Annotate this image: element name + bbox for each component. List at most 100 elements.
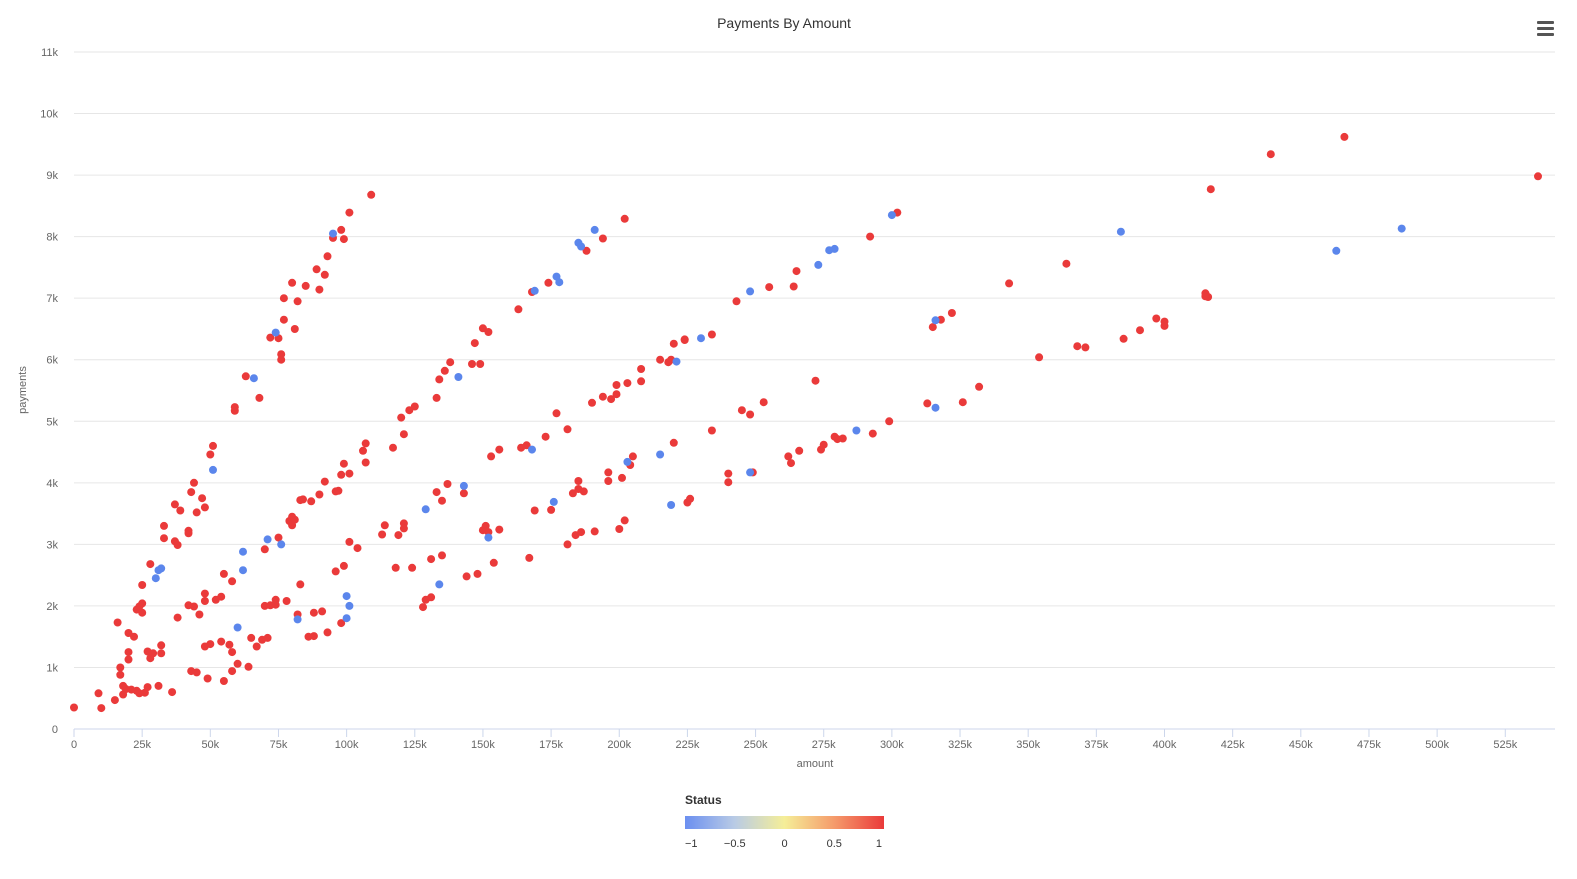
scatter-point[interactable] (228, 648, 237, 657)
scatter-point[interactable] (345, 469, 354, 478)
scatter-point[interactable] (301, 281, 310, 290)
scatter-point[interactable] (277, 350, 286, 359)
scatter-point[interactable] (244, 662, 253, 671)
scatter-point[interactable] (746, 287, 755, 296)
scatter-point[interactable] (495, 525, 504, 534)
scatter-point[interactable] (1332, 246, 1341, 255)
scatter-point[interactable] (217, 637, 226, 646)
scatter-point[interactable] (225, 640, 234, 649)
scatter-point[interactable] (1397, 224, 1406, 233)
scatter-point[interactable] (620, 214, 629, 223)
scatter-point[interactable] (830, 244, 839, 253)
scatter-point[interactable] (323, 252, 332, 261)
scatter-point[interactable] (838, 434, 847, 443)
scatter-point[interactable] (228, 577, 237, 586)
scatter-point[interactable] (459, 489, 468, 498)
scatter-point[interactable] (787, 459, 795, 468)
scatter-point[interactable] (337, 619, 346, 628)
scatter-point[interactable] (296, 580, 305, 589)
scatter-point[interactable] (530, 286, 539, 295)
scatter-point[interactable] (547, 505, 556, 514)
scatter-point[interactable] (279, 315, 288, 324)
scatter-point[interactable] (432, 488, 441, 497)
scatter-point[interactable] (331, 567, 340, 576)
scatter-point[interactable] (233, 659, 242, 668)
scatter-point[interactable] (219, 569, 228, 578)
scatter-point[interactable] (462, 572, 471, 581)
scatter-point[interactable] (239, 566, 247, 575)
scatter-point[interactable] (160, 521, 168, 530)
scatter-point[interactable] (484, 328, 493, 336)
scatter-point[interactable] (446, 358, 455, 367)
scatter-point[interactable] (110, 696, 119, 705)
scatter-point[interactable] (590, 225, 599, 234)
scatter-point[interactable] (1119, 334, 1128, 343)
scatter-point[interactable] (1035, 353, 1044, 362)
scatter-point[interactable] (588, 398, 596, 407)
scatter-point[interactable] (697, 334, 705, 343)
scatter-point[interactable] (146, 560, 155, 569)
scatter-point[interactable] (151, 574, 160, 583)
scatter-point[interactable] (271, 328, 280, 337)
scatter-point[interactable] (487, 452, 496, 461)
scatter-point[interactable] (138, 581, 147, 589)
scatter-point[interactable] (320, 270, 329, 279)
scatter-point[interactable] (435, 375, 444, 384)
scatter-point[interactable] (541, 432, 550, 441)
scatter-point[interactable] (435, 580, 444, 589)
scatter-point[interactable] (249, 374, 258, 383)
scatter-point[interactable] (228, 667, 237, 676)
scatter-point[interactable] (318, 607, 327, 616)
scatter-point[interactable] (380, 521, 389, 530)
scatter-point[interactable] (173, 613, 182, 622)
scatter-point[interactable] (667, 501, 676, 509)
scatter-point[interactable] (528, 445, 536, 454)
scatter-point[interactable] (209, 441, 217, 450)
scatter-point[interactable] (759, 398, 768, 407)
scatter-point[interactable] (612, 390, 621, 399)
scatter-point[interactable] (549, 497, 558, 506)
scatter-point[interactable] (607, 395, 616, 404)
scatter-point[interactable] (203, 674, 212, 683)
scatter-point[interactable] (1534, 172, 1542, 181)
scatter-point[interactable] (795, 446, 804, 455)
scatter-point[interactable] (320, 477, 329, 486)
scatter-point[interactable] (544, 278, 553, 287)
scatter-point[interactable] (315, 490, 324, 499)
scatter-point[interactable] (116, 663, 125, 672)
scatter-point[interactable] (473, 569, 482, 578)
scatter-point[interactable] (130, 632, 138, 641)
scatter-point[interactable] (1081, 343, 1090, 352)
scatter-point[interactable] (484, 533, 493, 542)
scatter-point[interactable] (707, 426, 716, 435)
scatter-point[interactable] (190, 478, 198, 487)
scatter-point[interactable] (293, 615, 302, 624)
scatter-point[interactable] (345, 537, 354, 546)
scatter-point[interactable] (975, 382, 984, 391)
scatter-point[interactable] (190, 602, 198, 611)
scatter-point[interactable] (391, 563, 400, 572)
scatter-point[interactable] (247, 633, 256, 642)
scatter-point[interactable] (266, 333, 275, 342)
scatter-point[interactable] (279, 294, 288, 303)
scatter-point[interactable] (628, 452, 637, 461)
scatter-point[interactable] (309, 632, 318, 641)
scatter-point[interactable] (669, 438, 678, 447)
scatter-point[interactable] (680, 335, 689, 344)
scatter-point[interactable] (192, 668, 201, 677)
scatter-point[interactable] (394, 531, 403, 540)
scatter-point[interactable] (323, 628, 332, 637)
scatter-point[interactable] (724, 469, 733, 478)
scatter-point[interactable] (885, 417, 894, 426)
scatter-point[interactable] (887, 211, 896, 220)
scatter-point[interactable] (737, 406, 746, 415)
chart-menu-button[interactable] (1530, 15, 1554, 39)
scatter-point[interactable] (489, 558, 498, 567)
scatter-point[interactable] (470, 339, 479, 348)
scatter-point[interactable] (124, 655, 133, 664)
scatter-point[interactable] (746, 468, 755, 477)
scatter-point[interactable] (263, 633, 272, 642)
scatter-point[interactable] (378, 530, 387, 539)
scatter-point[interactable] (143, 683, 152, 692)
scatter-point[interactable] (656, 355, 665, 364)
